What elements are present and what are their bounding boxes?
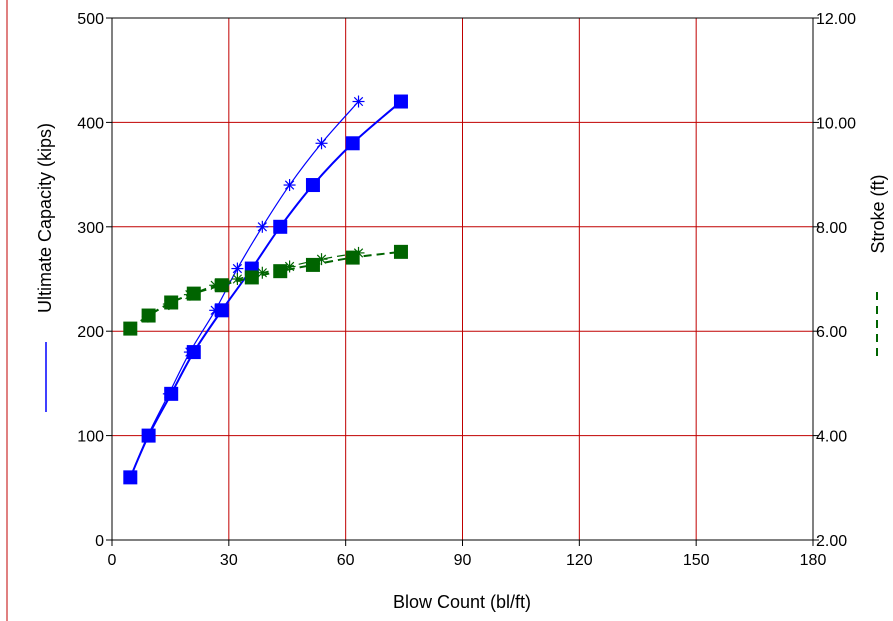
data-point-asterisk xyxy=(315,253,328,266)
data-point-asterisk xyxy=(315,137,328,150)
x-tick-label: 60 xyxy=(337,552,355,569)
y-axis-title: Ultimate Capacity (kips) xyxy=(35,123,55,313)
series-line xyxy=(129,252,359,330)
series xyxy=(123,94,408,485)
data-point-asterisk xyxy=(231,273,244,285)
data-point-asterisk xyxy=(283,179,296,192)
data-point-square xyxy=(305,178,320,193)
x-tick-label: 180 xyxy=(800,552,827,569)
x-tick-label: 0 xyxy=(108,552,117,569)
data-point-asterisk xyxy=(256,266,269,279)
y-tick-label: 0 xyxy=(95,533,104,550)
data-point-asterisk xyxy=(124,322,137,335)
data-point-asterisk xyxy=(141,429,154,442)
x-tick-label: 120 xyxy=(566,552,593,569)
data-point-asterisk xyxy=(256,220,269,233)
data-point-asterisk xyxy=(183,288,196,301)
data-point-square xyxy=(273,219,288,234)
data-point-asterisk xyxy=(352,95,365,108)
y2-axis-title: Stroke (ft) xyxy=(868,174,888,253)
data-point-asterisk xyxy=(231,262,244,275)
data-point-square xyxy=(305,257,320,272)
y2-tick-label: 12.00 xyxy=(816,11,856,28)
data-point-asterisk xyxy=(209,279,222,292)
series-3 xyxy=(124,246,365,335)
data-point-asterisk xyxy=(352,246,365,259)
y2-tick-label: 10.00 xyxy=(816,115,856,132)
data-point-square xyxy=(273,264,288,279)
series-2 xyxy=(123,244,408,336)
series-0 xyxy=(123,94,408,485)
y-tick-label: 500 xyxy=(77,11,104,28)
x-tick-label: 30 xyxy=(220,552,238,569)
data-point-square xyxy=(393,244,408,259)
series-line xyxy=(129,250,402,330)
series-1 xyxy=(124,95,365,484)
data-point-asterisk xyxy=(141,310,154,323)
series-line xyxy=(129,101,359,478)
x-tick-label: 90 xyxy=(454,552,472,569)
y2-tick-label: 8.00 xyxy=(816,220,847,237)
x-tick-label: 150 xyxy=(683,552,710,569)
y-tick-label: 100 xyxy=(77,429,104,446)
series-line xyxy=(129,100,402,478)
data-point-asterisk xyxy=(283,260,296,273)
ticks: 0 30 60 90 120 150 180 0 100 200 300 400 500 2.00 4.00… xyxy=(77,11,856,569)
y2-tick-label: 6.00 xyxy=(816,324,847,341)
y2-tick-label: 4.00 xyxy=(816,429,847,446)
data-point-square xyxy=(345,250,360,265)
x-axis-title: Blow Count (bl/ft) xyxy=(393,592,531,612)
data-point-square xyxy=(345,136,360,151)
data-point-asterisk xyxy=(162,387,175,400)
data-point-asterisk xyxy=(124,471,137,484)
y-tick-label: 300 xyxy=(77,220,104,237)
data-point-asterisk xyxy=(162,298,175,311)
y-tick-label: 200 xyxy=(77,324,104,341)
y2-tick-label: 2.00 xyxy=(816,533,847,550)
data-point-square xyxy=(393,94,408,109)
data-point-asterisk xyxy=(209,304,222,317)
data-point-asterisk xyxy=(183,346,196,359)
y-tick-label: 400 xyxy=(77,115,104,132)
